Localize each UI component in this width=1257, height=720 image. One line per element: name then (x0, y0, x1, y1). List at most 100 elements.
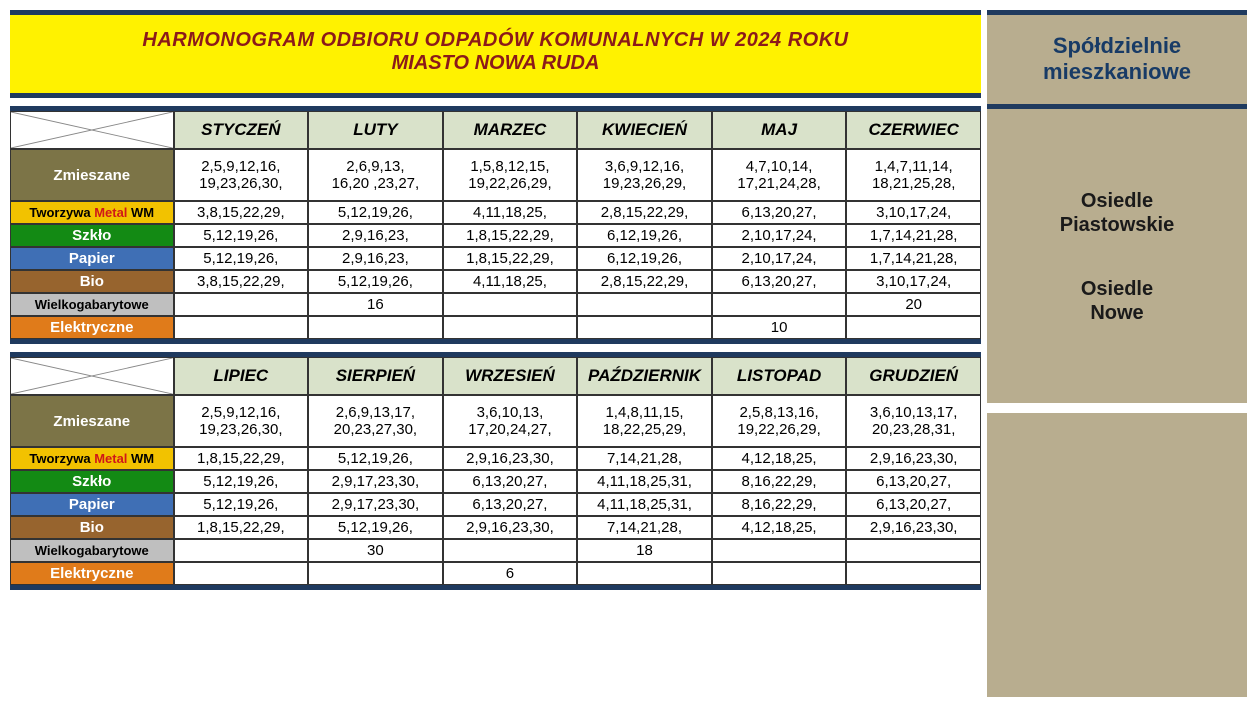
month-head: MAJ (712, 111, 847, 149)
table-row: Wielkogabarytowe 16 20 (10, 293, 981, 316)
cell: 1,7,14,21,28, (846, 247, 981, 270)
table-row: Szkło 5,12,19,26, 2,9,17,23,30, 6,13,20,… (10, 470, 981, 493)
cell: 6,13,20,27, (712, 201, 847, 224)
cell: 8,16,22,29, (712, 493, 847, 516)
cell: 10 (712, 316, 847, 339)
category-zmieszane: Zmieszane (10, 395, 174, 447)
cell: 3,6,9,12,16,19,23,26,29, (577, 149, 712, 201)
cell (443, 293, 578, 316)
category-szklo: Szkło (10, 224, 174, 247)
cell (712, 539, 847, 562)
table-row: Tworzywa Metal WM 1,8,15,22,29, 5,12,19,… (10, 447, 981, 470)
table-row: Wielkogabarytowe 30 18 (10, 539, 981, 562)
month-head: WRZESIEŃ (443, 357, 578, 395)
cell (577, 293, 712, 316)
location-line: Nowe (993, 301, 1241, 325)
cell (577, 562, 712, 585)
cell: 2,6,9,13,16,20 ,23,27, (308, 149, 443, 201)
cell: 6 (443, 562, 578, 585)
cell: 4,11,18,25, (443, 201, 578, 224)
cell (846, 539, 981, 562)
cell (712, 562, 847, 585)
table-row: Zmieszane 2,5,9,12,16,19,23,26,30, 2,6,9… (10, 395, 981, 447)
category-bio: Bio (10, 270, 174, 293)
category-papier: Papier (10, 493, 174, 516)
side-header: Spółdzielnie mieszkaniowe (987, 10, 1247, 109)
month-head: LIPIEC (174, 357, 309, 395)
cell: 4,7,10,14,17,21,24,28, (712, 149, 847, 201)
side-title-2: mieszkaniowe (993, 59, 1241, 85)
table-row: Bio 3,8,15,22,29, 5,12,19,26, 4,11,18,25… (10, 270, 981, 293)
category-elek: Elektryczne (10, 316, 174, 339)
tworzywa-metal: Metal (94, 205, 127, 220)
cell: 6,12,19,26, (577, 224, 712, 247)
tworzywa-post: WM (127, 451, 154, 466)
cell: 2,8,15,22,29, (577, 270, 712, 293)
cell (174, 562, 309, 585)
cell: 5,12,19,26, (174, 493, 309, 516)
location-group: Osiedle Nowe (993, 277, 1241, 325)
month-head: MARZEC (443, 111, 578, 149)
location-line: Osiedle (993, 189, 1241, 213)
cell: 5,12,19,26, (308, 447, 443, 470)
month-head: STYCZEŃ (174, 111, 309, 149)
category-elek: Elektryczne (10, 562, 174, 585)
table-row: Bio 1,8,15,22,29, 5,12,19,26, 2,9,16,23,… (10, 516, 981, 539)
category-zmieszane: Zmieszane (10, 149, 174, 201)
month-header-row: STYCZEŃ LUTY MARZEC KWIECIEŃ MAJ CZERWIE… (10, 111, 981, 149)
tworzywa-post: WM (127, 205, 154, 220)
cell: 2,9,17,23,30, (308, 470, 443, 493)
blank-corner-cell (10, 357, 174, 395)
category-papier: Papier (10, 247, 174, 270)
cell: 1,8,15,22,29, (443, 224, 578, 247)
cell: 8,16,22,29, (712, 470, 847, 493)
cell: 2,9,16,23, (308, 247, 443, 270)
title-line-2: MIASTO NOWA RUDA (20, 52, 971, 75)
cell: 4,11,18,25,31, (577, 470, 712, 493)
cell: 2,9,16,23,30, (443, 516, 578, 539)
cell (174, 316, 309, 339)
category-tworzywa: Tworzywa Metal WM (10, 201, 174, 224)
cell: 2,9,16,23, (308, 224, 443, 247)
cell: 1,8,15,22,29, (174, 447, 309, 470)
tworzywa-metal: Metal (94, 451, 127, 466)
cell: 5,12,19,26, (174, 224, 309, 247)
cell: 2,10,17,24, (712, 224, 847, 247)
cell: 2,9,16,23,30, (846, 516, 981, 539)
cell: 6,13,20,27, (846, 493, 981, 516)
month-head: PAŹDZIERNIK (577, 357, 712, 395)
table-row: Szkło 5,12,19,26, 2,9,16,23, 1,8,15,22,2… (10, 224, 981, 247)
month-head: LISTOPAD (712, 357, 847, 395)
category-wielk: Wielkogabarytowe (10, 539, 174, 562)
cell: 5,12,19,26, (174, 247, 309, 270)
cell (846, 562, 981, 585)
table-row: Tworzywa Metal WM 3,8,15,22,29, 5,12,19,… (10, 201, 981, 224)
cell: 2,9,17,23,30, (308, 493, 443, 516)
cell: 2,9,16,23,30, (443, 447, 578, 470)
cell (443, 539, 578, 562)
cell (443, 316, 578, 339)
cell: 3,6,10,13,17,20,24,27, (443, 395, 578, 447)
cross-icon (11, 112, 173, 148)
side-locations-1: Osiedle Piastowskie Osiedle Nowe (987, 109, 1247, 403)
cell: 6,12,19,26, (577, 247, 712, 270)
cell (577, 316, 712, 339)
title-banner: HARMONOGRAM ODBIORU ODPADÓW KOMUNALNYCH … (10, 10, 981, 98)
category-bio: Bio (10, 516, 174, 539)
table-row: Zmieszane 2,5,9,12,16,19,23,26,30, 2,6,9… (10, 149, 981, 201)
category-tworzywa: Tworzywa Metal WM (10, 447, 174, 470)
cell (174, 539, 309, 562)
category-szklo: Szkło (10, 470, 174, 493)
cell: 30 (308, 539, 443, 562)
cell: 1,7,14,21,28, (846, 224, 981, 247)
cell: 6,13,20,27, (846, 470, 981, 493)
cell: 7,14,21,28, (577, 516, 712, 539)
schedule-table-h2: LIPIEC SIERPIEŃ WRZESIEŃ PAŹDZIERNIK LIS… (10, 352, 981, 590)
cell: 2,5,9,12,16,19,23,26,30, (174, 149, 309, 201)
side-locations-2 (987, 413, 1247, 697)
location-line: Piastowskie (993, 213, 1241, 237)
cell: 4,12,18,25, (712, 447, 847, 470)
table-row: Elektryczne 10 (10, 316, 981, 339)
cell: 18 (577, 539, 712, 562)
tworzywa-pre: Tworzywa (29, 451, 94, 466)
